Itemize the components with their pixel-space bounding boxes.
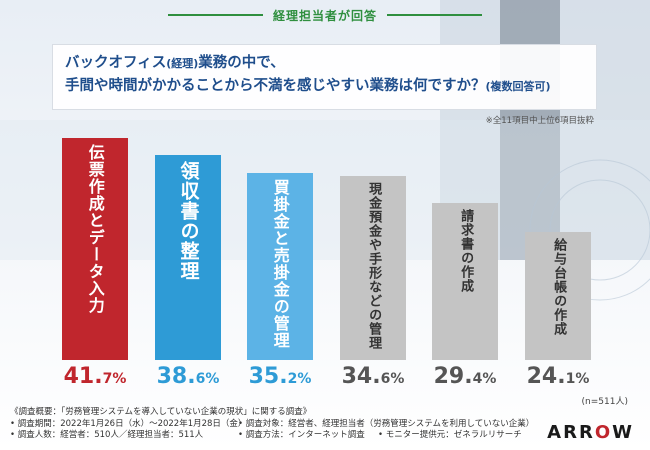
logo-text-w: W	[612, 422, 634, 443]
arrow-logo: ARROW	[547, 422, 634, 443]
value-label-3: 35.2%	[248, 364, 312, 389]
footer-title: 《調査概要：「労務管理システムを導入していない企業の現状」に関する調査》	[10, 407, 312, 417]
question-part-2a: 手間や時間がかかることから不満を感じやすい業務は何ですか？	[65, 78, 486, 94]
bar-label-6: 給与台帳の作成	[551, 238, 567, 336]
value-label-1: 41.7%	[63, 364, 127, 389]
question-part-1a: バックオフィス	[65, 55, 167, 71]
bar-label-4: 現金預金や手形などの管理	[366, 182, 382, 350]
footer-period: • 調査期間：2022年1月26日（水）～2022年1月28日（金）	[10, 418, 247, 429]
bar-4: 現金預金や手形などの管理	[340, 176, 406, 360]
logo-text-a: ARR	[547, 422, 595, 443]
bar-2: 領収書の整理	[155, 155, 221, 360]
header-band: 経理担当者が回答	[0, 0, 650, 30]
question-part-1b: (経理)	[166, 57, 199, 70]
logo-text-o: O	[594, 422, 613, 443]
selection-note: ※全11項目中上位6項目抜粋	[485, 116, 594, 126]
value-label-2: 38.6%	[156, 364, 220, 389]
bar-5: 請求書の作成	[432, 203, 498, 360]
question-box: バックオフィス(経理)業務の中で、 手間や時間がかかることから不満を感じやすい業…	[52, 44, 597, 110]
bar-3: 買掛金と売掛金の管理	[247, 173, 313, 360]
footer-target: • 調査対象：経営者、経理担当者（労務管理システムを利用していない企業）	[238, 418, 535, 429]
question-line-1: バックオフィス(経理)業務の中で、	[65, 52, 584, 75]
footer-people: • 調査人数：経営者：510人／経理担当者：511人	[10, 430, 204, 440]
sample-size: (n=511人)	[581, 397, 628, 407]
footer-row-2: • 調査人数：経営者：510人／経理担当者：511人 • 調査方法：インターネッ…	[10, 430, 534, 442]
footer-row-1: • 調査期間：2022年1月26日（水）～2022年1月28日（金） • 調査対…	[10, 419, 534, 431]
header-line-right	[387, 14, 482, 16]
value-label-5: 29.4%	[433, 364, 497, 389]
bar-label-3: 買掛金と売掛金の管理	[270, 179, 290, 349]
bar-label-1: 伝票作成とデータ入力	[85, 144, 105, 314]
header-line-left	[167, 14, 263, 16]
value-label-4: 34.6%	[341, 364, 405, 389]
survey-footer: 《調査概要：「労務管理システムを導入していない企業の現状」に関する調査》 • 調…	[10, 407, 534, 442]
footer-monitor: • モニター提供元：ゼネラルリサーチ	[378, 430, 522, 440]
header-label: 経理担当者が回答	[272, 8, 377, 23]
question-part-1c: 業務の中で、	[198, 55, 285, 71]
question-line-2: 手間や時間がかかることから不満を感じやすい業務は何ですか？(複数回答可)	[65, 75, 584, 98]
footer-method: • 調査方法：インターネット調査	[238, 430, 365, 440]
bar-label-5: 請求書の作成	[458, 209, 474, 293]
question-part-2b: (複数回答可)	[485, 80, 551, 93]
bar-label-2: 領収書の整理	[177, 161, 200, 281]
value-label-6: 24.1%	[526, 364, 590, 389]
bar-6: 給与台帳の作成	[525, 232, 591, 360]
bar-1: 伝票作成とデータ入力	[62, 138, 128, 360]
